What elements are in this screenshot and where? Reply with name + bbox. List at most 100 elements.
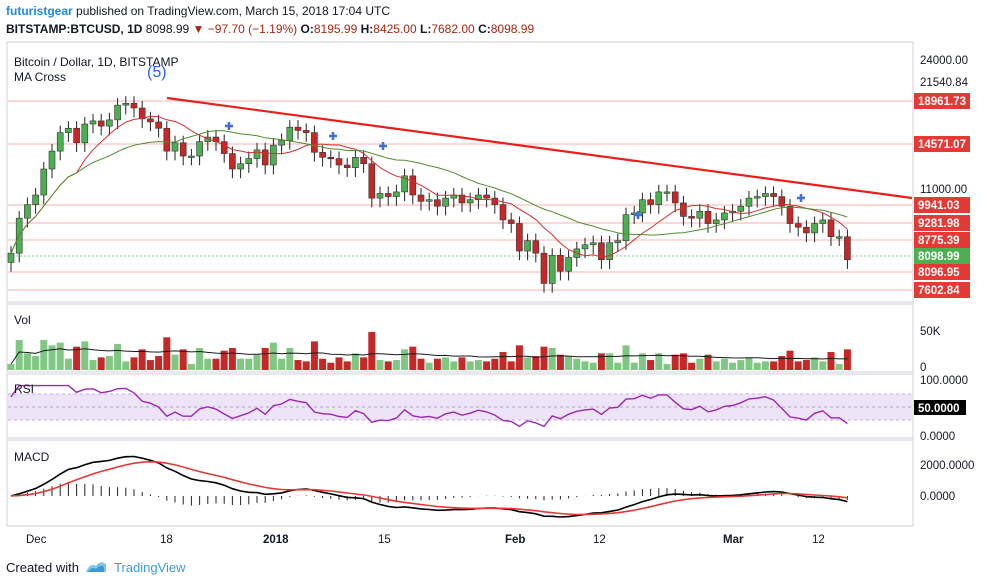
- volume-bar: [433, 358, 441, 370]
- candle: [483, 194, 490, 199]
- high-value: 8425.00: [373, 22, 417, 36]
- candle: [598, 242, 605, 261]
- volume-bar: [376, 360, 384, 370]
- volume-bar: [474, 360, 482, 370]
- candle: [696, 210, 704, 219]
- volume-bar: [540, 346, 548, 370]
- tradingview-brand-link[interactable]: TradingView: [114, 560, 186, 575]
- high-label: H:: [360, 22, 374, 36]
- candle: [844, 236, 851, 261]
- candle: [647, 199, 654, 205]
- candle: [466, 199, 474, 204]
- main-pane[interactable]: [6, 41, 914, 303]
- price-tag: [914, 93, 970, 109]
- candle: [491, 197, 499, 205]
- candle: [655, 191, 663, 205]
- x-tick: 2018: [263, 534, 289, 546]
- rsi-value-text: 50.0000: [918, 403, 960, 415]
- close-value: 8098.99: [490, 22, 535, 36]
- candle: [229, 153, 236, 170]
- price-tag-text: 8098.99: [918, 251, 960, 263]
- volume-bar: [32, 356, 40, 370]
- volume-bar: [483, 361, 491, 370]
- candle: [516, 223, 523, 252]
- candle: [827, 219, 835, 238]
- candle: [32, 194, 39, 205]
- candle: [835, 236, 843, 239]
- x-tick: 12: [812, 534, 825, 546]
- volume-bar: [122, 361, 130, 370]
- volume-bar: [56, 342, 64, 370]
- candle: [532, 240, 540, 254]
- candle: [56, 132, 64, 152]
- volume-bar: [245, 358, 253, 370]
- chart-canvas[interactable]: (5) Bitcoin / Dollar, 1D, BITSTAMP MA Cr…: [0, 0, 987, 556]
- volume-bar: [278, 358, 286, 370]
- candle: [622, 214, 630, 242]
- volume-bar: [179, 349, 187, 370]
- volume-bar: [704, 354, 712, 370]
- ma-fast-line: [10, 115, 848, 258]
- candle: [24, 204, 31, 219]
- price-tags: 18961.73 14571.07 9941.03 9281.98 8775.39 809…: [914, 93, 970, 298]
- candle: [770, 193, 777, 197]
- candle: [499, 204, 507, 221]
- volume-bar: [417, 358, 425, 370]
- price-tick: 11000.00: [920, 184, 967, 196]
- candle: [360, 156, 367, 165]
- volume-bar: [343, 361, 351, 370]
- x-tick: 15: [378, 534, 391, 546]
- candle: [409, 175, 417, 196]
- volume-bars: [7, 331, 851, 370]
- candle: [819, 219, 827, 224]
- candle: [794, 223, 802, 228]
- volume-bar: [294, 360, 302, 370]
- candle: [65, 127, 72, 133]
- candle: [663, 191, 671, 194]
- candle: [778, 196, 786, 207]
- last-price: 8098.99: [145, 22, 190, 36]
- rsi-tick: 0.0000: [920, 431, 955, 443]
- volume-bar: [778, 356, 786, 370]
- candle: [745, 197, 753, 207]
- candle: [130, 102, 138, 109]
- volume-bar: [770, 361, 778, 370]
- open-label: O:: [300, 22, 314, 36]
- candle: [417, 194, 425, 202]
- candle: [680, 202, 687, 217]
- volume-bar: [253, 354, 261, 370]
- volume-bar: [204, 358, 212, 370]
- trendline[interactable]: [166, 96, 913, 200]
- volume-bar: [638, 353, 646, 370]
- macd-pane[interactable]: [6, 439, 914, 527]
- candle: [7, 252, 15, 263]
- candle: [343, 164, 351, 168]
- candle: [327, 156, 335, 160]
- volume-bar: [663, 364, 671, 370]
- volume-bar: [48, 345, 56, 370]
- volume-bar: [351, 353, 359, 370]
- candle: [106, 119, 113, 127]
- volume-bar: [556, 354, 564, 370]
- volume-bar: [524, 357, 532, 370]
- author-link[interactable]: futuristgear: [6, 4, 73, 18]
- volume-bar: [212, 358, 220, 370]
- candle: [606, 242, 613, 261]
- published-text: published on TradingView.com, March 15, …: [76, 4, 390, 18]
- volume-bar: [688, 362, 696, 370]
- cross-marker-icon: [225, 122, 805, 219]
- volume-bar: [811, 357, 819, 370]
- price-tick: 21540.84: [920, 77, 969, 89]
- tradingview-logo-icon[interactable]: [84, 558, 108, 576]
- candle: [753, 196, 761, 199]
- volume-bar: [368, 331, 376, 370]
- volume-bar: [565, 356, 573, 370]
- price-tag: [914, 197, 970, 213]
- volume-bar: [392, 360, 400, 370]
- candle: [442, 197, 449, 207]
- macd-line: [10, 455, 848, 518]
- x-tick: Feb: [505, 534, 525, 546]
- price-tag-text: 14571.07: [918, 139, 966, 151]
- candle: [155, 121, 162, 129]
- volume-bar: [237, 358, 245, 370]
